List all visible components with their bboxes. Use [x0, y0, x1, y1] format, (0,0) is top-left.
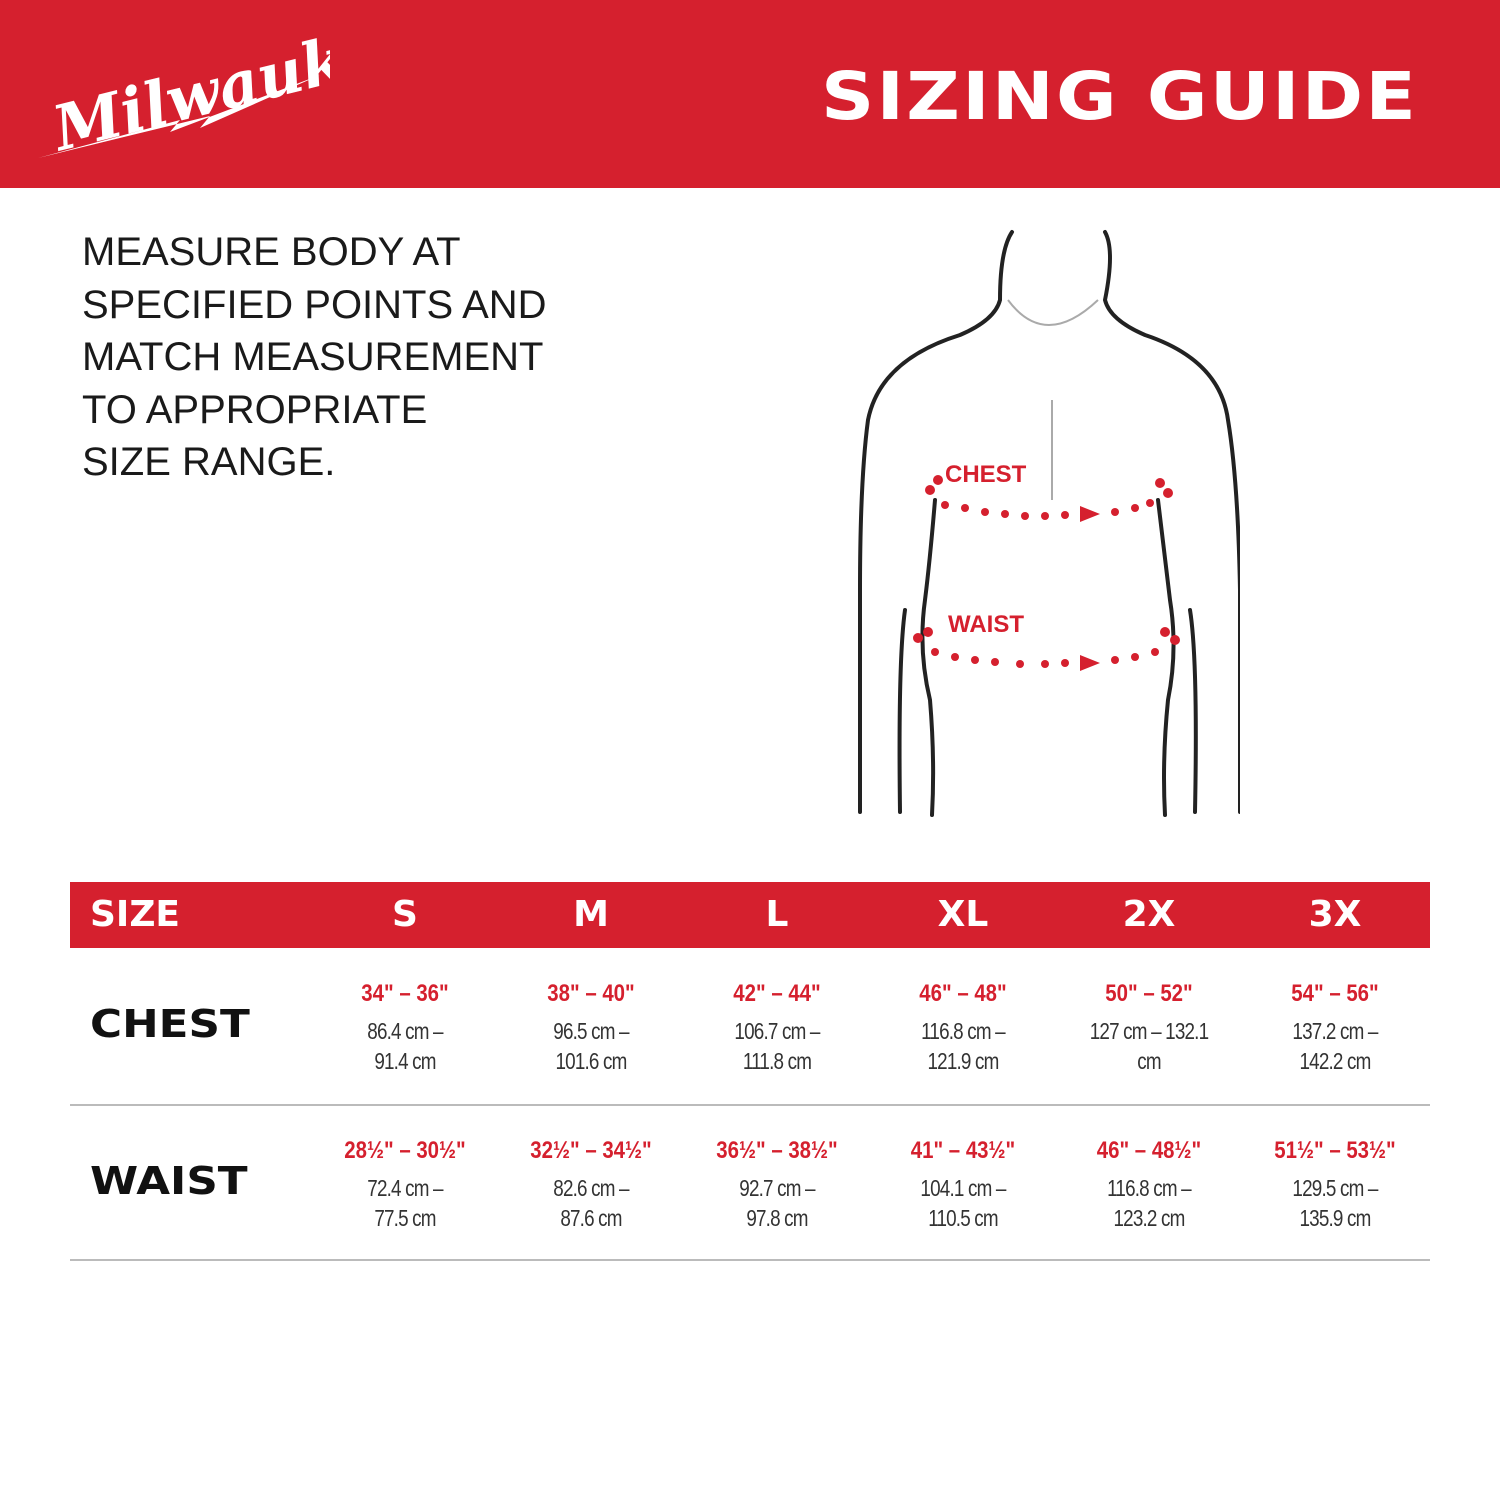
milwaukee-logo: Milwaukee [38, 20, 330, 166]
inches-range: 50" – 52" [1105, 980, 1193, 1007]
chest-label: CHEST [945, 461, 1027, 488]
cm-line: 135.9 cm [1299, 1205, 1371, 1231]
cm-line: 110.5 cm [928, 1205, 998, 1231]
cm-range: 106.7 cm – 111.8 cm [701, 1016, 854, 1076]
row-label-waist: WAIST [90, 1159, 248, 1203]
inches-range: 46" – 48" [919, 980, 1007, 1007]
inches-range: 28½" – 30½" [344, 1137, 466, 1164]
cm-line: 104.1 cm – [920, 1175, 1006, 1201]
cm-line: 123.2 cm [1113, 1205, 1185, 1231]
cm-line: 137.2 cm – [1292, 1018, 1378, 1044]
header-2x: 2X [1122, 894, 1176, 935]
size-cell: 46" – 48" 116.8 cm – 121.9 cm [870, 980, 1056, 1076]
cm-line: 77.5 cm [374, 1205, 436, 1231]
cm-range: 116.8 cm – 123.2 cm [1073, 1173, 1226, 1233]
cm-line: 82.6 cm – [553, 1175, 629, 1201]
row-divider [70, 1104, 1430, 1106]
size-cell: 51½" – 53½" 129.5 cm – 135.9 cm [1242, 1137, 1428, 1233]
waist-label: WAIST [948, 611, 1024, 638]
row-label-chest: CHEST [90, 1002, 250, 1046]
cm-line: 111.8 cm [742, 1048, 812, 1074]
inches-range: 46" – 48½" [1096, 1137, 1202, 1164]
inches-range: 54" – 56" [1291, 980, 1379, 1007]
cm-range: 137.2 cm – 142.2 cm [1259, 1016, 1412, 1076]
header-banner: Milwaukee SIZING GUIDE [0, 0, 1500, 188]
inches-range: 36½" – 38½" [716, 1137, 838, 1164]
cm-line: 101.6 cm [555, 1048, 627, 1074]
cm-line: 91.4 cm [374, 1048, 436, 1074]
cm-range: 82.6 cm – 87.6 cm [515, 1173, 668, 1233]
cm-range: 86.4 cm – 91.4 cm [329, 1016, 482, 1076]
table-header: SIZE S M L XL 2X 3X [70, 882, 1430, 948]
cm-range: 116.8 cm – 121.9 cm [887, 1016, 1040, 1076]
header-size: SIZE [90, 894, 181, 935]
svg-text:Milwaukee: Milwaukee [44, 20, 330, 166]
cm-range: 104.1 cm – 110.5 cm [887, 1173, 1040, 1233]
cm-range: 92.7 cm – 97.8 cm [701, 1173, 854, 1233]
inches-range: 42" – 44" [733, 980, 821, 1007]
size-cell: 32½" – 34½" 82.6 cm – 87.6 cm [498, 1137, 684, 1233]
cm-line: 116.8 cm – [921, 1018, 1006, 1044]
instruction-line: MEASURE BODY AT [82, 230, 461, 274]
row-divider [70, 1259, 1430, 1261]
size-cell: 54" – 56" 137.2 cm – 142.2 cm [1242, 980, 1428, 1076]
cm-line: 72.4 cm – [367, 1175, 443, 1201]
cm-line: 106.7 cm – [734, 1018, 820, 1044]
cm-line: 142.2 cm [1299, 1048, 1371, 1074]
size-cell: 34" – 36" 86.4 cm – 91.4 cm [312, 980, 498, 1076]
size-cell: 41" – 43½" 104.1 cm – 110.5 cm [870, 1137, 1056, 1233]
size-cell: 46" – 48½" 116.8 cm – 123.2 cm [1056, 1137, 1242, 1233]
instruction-line: SIZE RANGE. [82, 440, 336, 484]
inches-range: 41" – 43½" [910, 1137, 1016, 1164]
cm-range: 96.5 cm – 101.6 cm [515, 1016, 668, 1076]
cm-range: 129.5 cm – 135.9 cm [1259, 1173, 1412, 1233]
instruction-line: MATCH MEASUREMENT [82, 335, 544, 379]
inches-range: 38" – 40" [547, 980, 635, 1007]
instructions: MEASURE BODY AT SPECIFIED POINTS AND MAT… [82, 226, 642, 489]
size-cell: 38" – 40" 96.5 cm – 101.6 cm [498, 980, 684, 1076]
header-m: M [573, 894, 609, 935]
header-3x: 3X [1308, 894, 1362, 935]
cm-range: 72.4 cm – 77.5 cm [329, 1173, 482, 1233]
header-s: S [392, 894, 418, 935]
cm-line: 127 cm – 132.1 [1089, 1018, 1209, 1044]
cm-line: 121.9 cm [927, 1048, 999, 1074]
cm-line: cm [1137, 1048, 1161, 1074]
cm-line: 87.6 cm [560, 1205, 622, 1231]
page-title: SIZING GUIDE [820, 58, 1418, 135]
body-measurement-figure: CHEST WAIST [858, 230, 1240, 817]
cm-range: 127 cm – 132.1 cm [1073, 1016, 1226, 1076]
cm-line: 129.5 cm – [1292, 1175, 1378, 1201]
cm-line: 96.5 cm – [553, 1018, 629, 1044]
size-cell: 42" – 44" 106.7 cm – 111.8 cm [684, 980, 870, 1076]
size-cell: 36½" – 38½" 92.7 cm – 97.8 cm [684, 1137, 870, 1233]
inches-range: 32½" – 34½" [530, 1137, 652, 1164]
cm-line: 97.8 cm [746, 1205, 808, 1231]
inches-range: 51½" – 53½" [1274, 1137, 1396, 1164]
instruction-line: TO APPROPRIATE [82, 387, 428, 432]
size-cell: 28½" – 30½" 72.4 cm – 77.5 cm [312, 1137, 498, 1233]
cm-line: 92.7 cm – [739, 1175, 815, 1201]
instruction-line: SPECIFIED POINTS AND [82, 282, 547, 327]
inches-range: 34" – 36" [361, 980, 449, 1007]
chest-measure-line [913, 475, 1180, 671]
header-l: L [765, 894, 789, 935]
size-cell: 50" – 52" 127 cm – 132.1 cm [1056, 980, 1242, 1076]
cm-line: 86.4 cm – [367, 1018, 443, 1044]
cm-line: 116.8 cm – [1107, 1175, 1192, 1201]
header-xl: XL [937, 894, 989, 935]
